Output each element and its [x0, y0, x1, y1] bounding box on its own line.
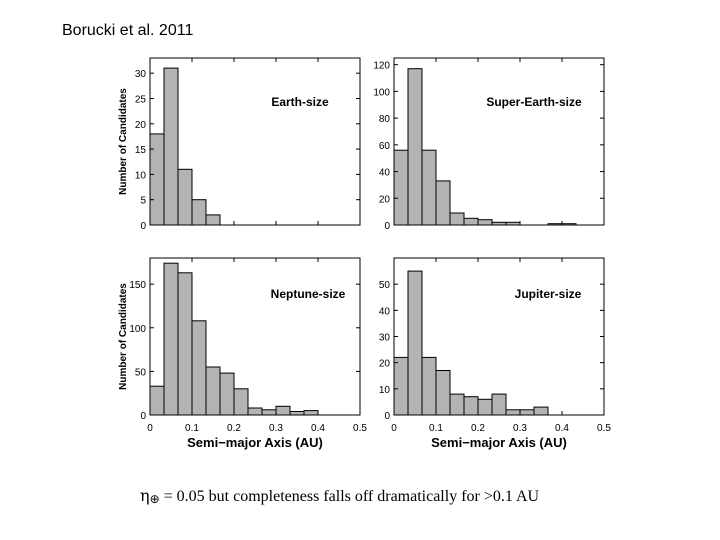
y-tick-label: 150: [129, 280, 146, 291]
histogram-bar: [505, 409, 521, 416]
caption-eta-symbol: η: [140, 486, 150, 505]
y-axis-label: Number of Candidates: [118, 283, 129, 390]
y-tick-label: 25: [135, 94, 147, 105]
histogram-bar: [519, 409, 535, 416]
y-tick-label: 0: [384, 221, 390, 232]
histogram-bar: [219, 372, 235, 416]
histogram-bar: [233, 388, 249, 416]
y-tick-label: 0: [140, 221, 146, 232]
histogram-bar: [463, 217, 479, 226]
histogram-bar: [407, 68, 423, 226]
y-tick-label: 10: [379, 385, 391, 396]
plot-frame: [149, 257, 361, 416]
histogram-panel: 0 20 40 60 80 100 120 Super-Earth-size: [373, 57, 605, 232]
histogram-bar: [303, 410, 319, 416]
y-tick-label: 20: [379, 359, 391, 370]
histogram-bar: [149, 133, 165, 226]
histogram-bar: [177, 272, 193, 416]
histogram-bar: [477, 398, 493, 416]
y-tick-label: 50: [379, 280, 391, 291]
panel-title: Earth-size: [271, 95, 329, 109]
y-axis-label: Number of Candidates: [118, 88, 129, 195]
histogram-bar: [393, 356, 409, 416]
y-tick-label: 40: [379, 306, 391, 317]
x-tick-label: 0.1: [429, 423, 443, 434]
plot-frame: [149, 57, 361, 226]
y-tick-label: 0: [384, 411, 390, 422]
histogram-bar: [491, 393, 507, 416]
y-tick-label: 5: [140, 196, 146, 207]
x-tick-label: 0.3: [269, 423, 283, 434]
histogram-bar: [449, 393, 465, 416]
x-tick-label: 0.4: [555, 423, 569, 434]
histogram-bar: [435, 180, 451, 226]
x-tick-label: 0.1: [185, 423, 199, 434]
y-tick-label: 100: [373, 87, 390, 98]
histogram-bar: [177, 168, 193, 226]
y-tick-label: 50: [135, 367, 147, 378]
histogram-bar: [191, 320, 207, 416]
histogram-bar: [275, 405, 291, 416]
histogram-bar: [421, 356, 437, 416]
x-tick-label: 0: [147, 423, 153, 434]
caption-text: = 0.05 but completeness falls off dramat…: [163, 488, 540, 505]
histogram-bar: [393, 149, 409, 226]
y-tick-label: 30: [379, 333, 391, 344]
x-tick-label: 0.5: [353, 423, 367, 434]
y-tick-label: 20: [135, 120, 147, 131]
histogram-bar: [191, 199, 207, 226]
histogram-panel: 0 50 100 150 0 0.1 0.2 0.3 0.4 0.5 Neptune-size Num…: [118, 257, 367, 450]
y-tick-label: 0: [140, 411, 146, 422]
histogram-bar: [261, 409, 277, 416]
histogram-bar: [163, 262, 179, 416]
histogram-panel: 0 5 10 15 20 25 30 Earth-size Number of Candidat…: [118, 57, 361, 232]
histogram-bar: [205, 214, 221, 226]
x-axis-label: Semi−major Axis (AU): [431, 435, 567, 450]
y-tick-label: 100: [129, 324, 146, 335]
panel-title: Jupiter-size: [515, 287, 582, 301]
panel-title: Neptune-size: [271, 287, 346, 301]
panel-title: Super-Earth-size: [486, 95, 582, 109]
histogram-bar: [407, 270, 423, 416]
histogram-bar: [149, 385, 165, 416]
y-tick-label: 120: [373, 61, 390, 72]
page-title: Borucki et al. 2011: [62, 22, 194, 39]
histogram-bar: [421, 149, 437, 226]
x-tick-label: 0.4: [311, 423, 325, 434]
y-tick-label: 20: [379, 194, 391, 205]
y-tick-label: 30: [135, 69, 147, 80]
y-tick-label: 40: [379, 168, 391, 179]
x-tick-label: 0: [391, 423, 397, 434]
histogram-bar: [163, 67, 179, 226]
x-tick-label: 0.2: [227, 423, 241, 434]
histogram-bar: [449, 212, 465, 226]
y-tick-label: 15: [135, 145, 147, 156]
caption-earth-subscript: ⊕: [149, 492, 160, 506]
histogram-bar: [533, 406, 549, 416]
y-tick-label: 10: [135, 170, 147, 181]
y-tick-label: 80: [379, 114, 391, 125]
histogram-panel: 0 10 20 30 40 50 0 0.1 0.2 0.3 0.4 0.5 Jupiter-size S…: [379, 257, 611, 450]
x-tick-label: 0.2: [471, 423, 485, 434]
histogram-bar: [205, 366, 221, 416]
y-tick-label: 60: [379, 141, 391, 152]
histogram-bar: [463, 396, 479, 416]
x-tick-label: 0.5: [597, 423, 611, 434]
x-axis-label: Semi−major Axis (AU): [187, 435, 323, 450]
x-tick-label: 0.3: [513, 423, 527, 434]
histogram-bar: [435, 370, 451, 416]
histogram-bar: [289, 411, 305, 416]
plot-frame: [393, 57, 605, 226]
caption: η⊕ = 0.05 but completeness falls off dra…: [140, 486, 539, 506]
histogram-bar: [477, 219, 493, 226]
histogram-bar: [247, 407, 263, 416]
